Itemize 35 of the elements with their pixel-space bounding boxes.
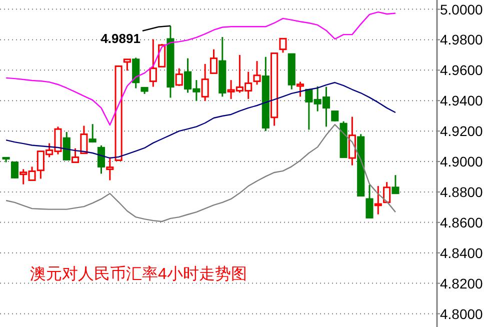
candlestick <box>374 185 382 216</box>
candlestick <box>149 38 157 88</box>
y-tick-label: 4.9800 <box>440 32 484 48</box>
candlestick <box>132 56 140 90</box>
candlestick <box>392 174 400 194</box>
candlestick <box>279 38 287 54</box>
candlestick <box>72 148 80 164</box>
candlestick <box>348 116 356 166</box>
candlestick <box>80 124 88 154</box>
text: 澳元对人民币汇率4小时走势图 <box>30 265 247 283</box>
candlestick <box>366 184 374 218</box>
candlestick <box>123 58 131 72</box>
candlestick <box>175 68 183 87</box>
line-series <box>5 11 396 126</box>
y-tick-label: 5.0000 <box>440 1 484 18</box>
y-tick-label: 4.9400 <box>440 92 484 109</box>
candlestick <box>10 162 18 180</box>
candlestick <box>210 48 218 74</box>
candlestick <box>201 63 209 102</box>
candlestick <box>296 81 304 98</box>
candlestick <box>331 110 339 122</box>
y-tick-label: 4.9000 <box>440 154 484 170</box>
y-tick-label: 4.9600 <box>440 62 484 78</box>
candlestick <box>62 131 70 160</box>
annotation: 4.9891 <box>100 30 140 46</box>
y-tick-label: 4.8000 <box>440 306 484 322</box>
y-tick-label: 4.9200 <box>440 123 484 140</box>
candlestick <box>88 123 96 142</box>
y-tick-label: 4.8200 <box>440 275 484 292</box>
candlestick <box>253 60 261 86</box>
y-tick-label: 4.8400 <box>440 244 484 261</box>
y-tick-label: 4.8600 <box>440 214 484 230</box>
y-tick-label: 4.8800 <box>440 184 484 200</box>
candlestick <box>106 156 114 181</box>
candlestick <box>97 144 106 174</box>
